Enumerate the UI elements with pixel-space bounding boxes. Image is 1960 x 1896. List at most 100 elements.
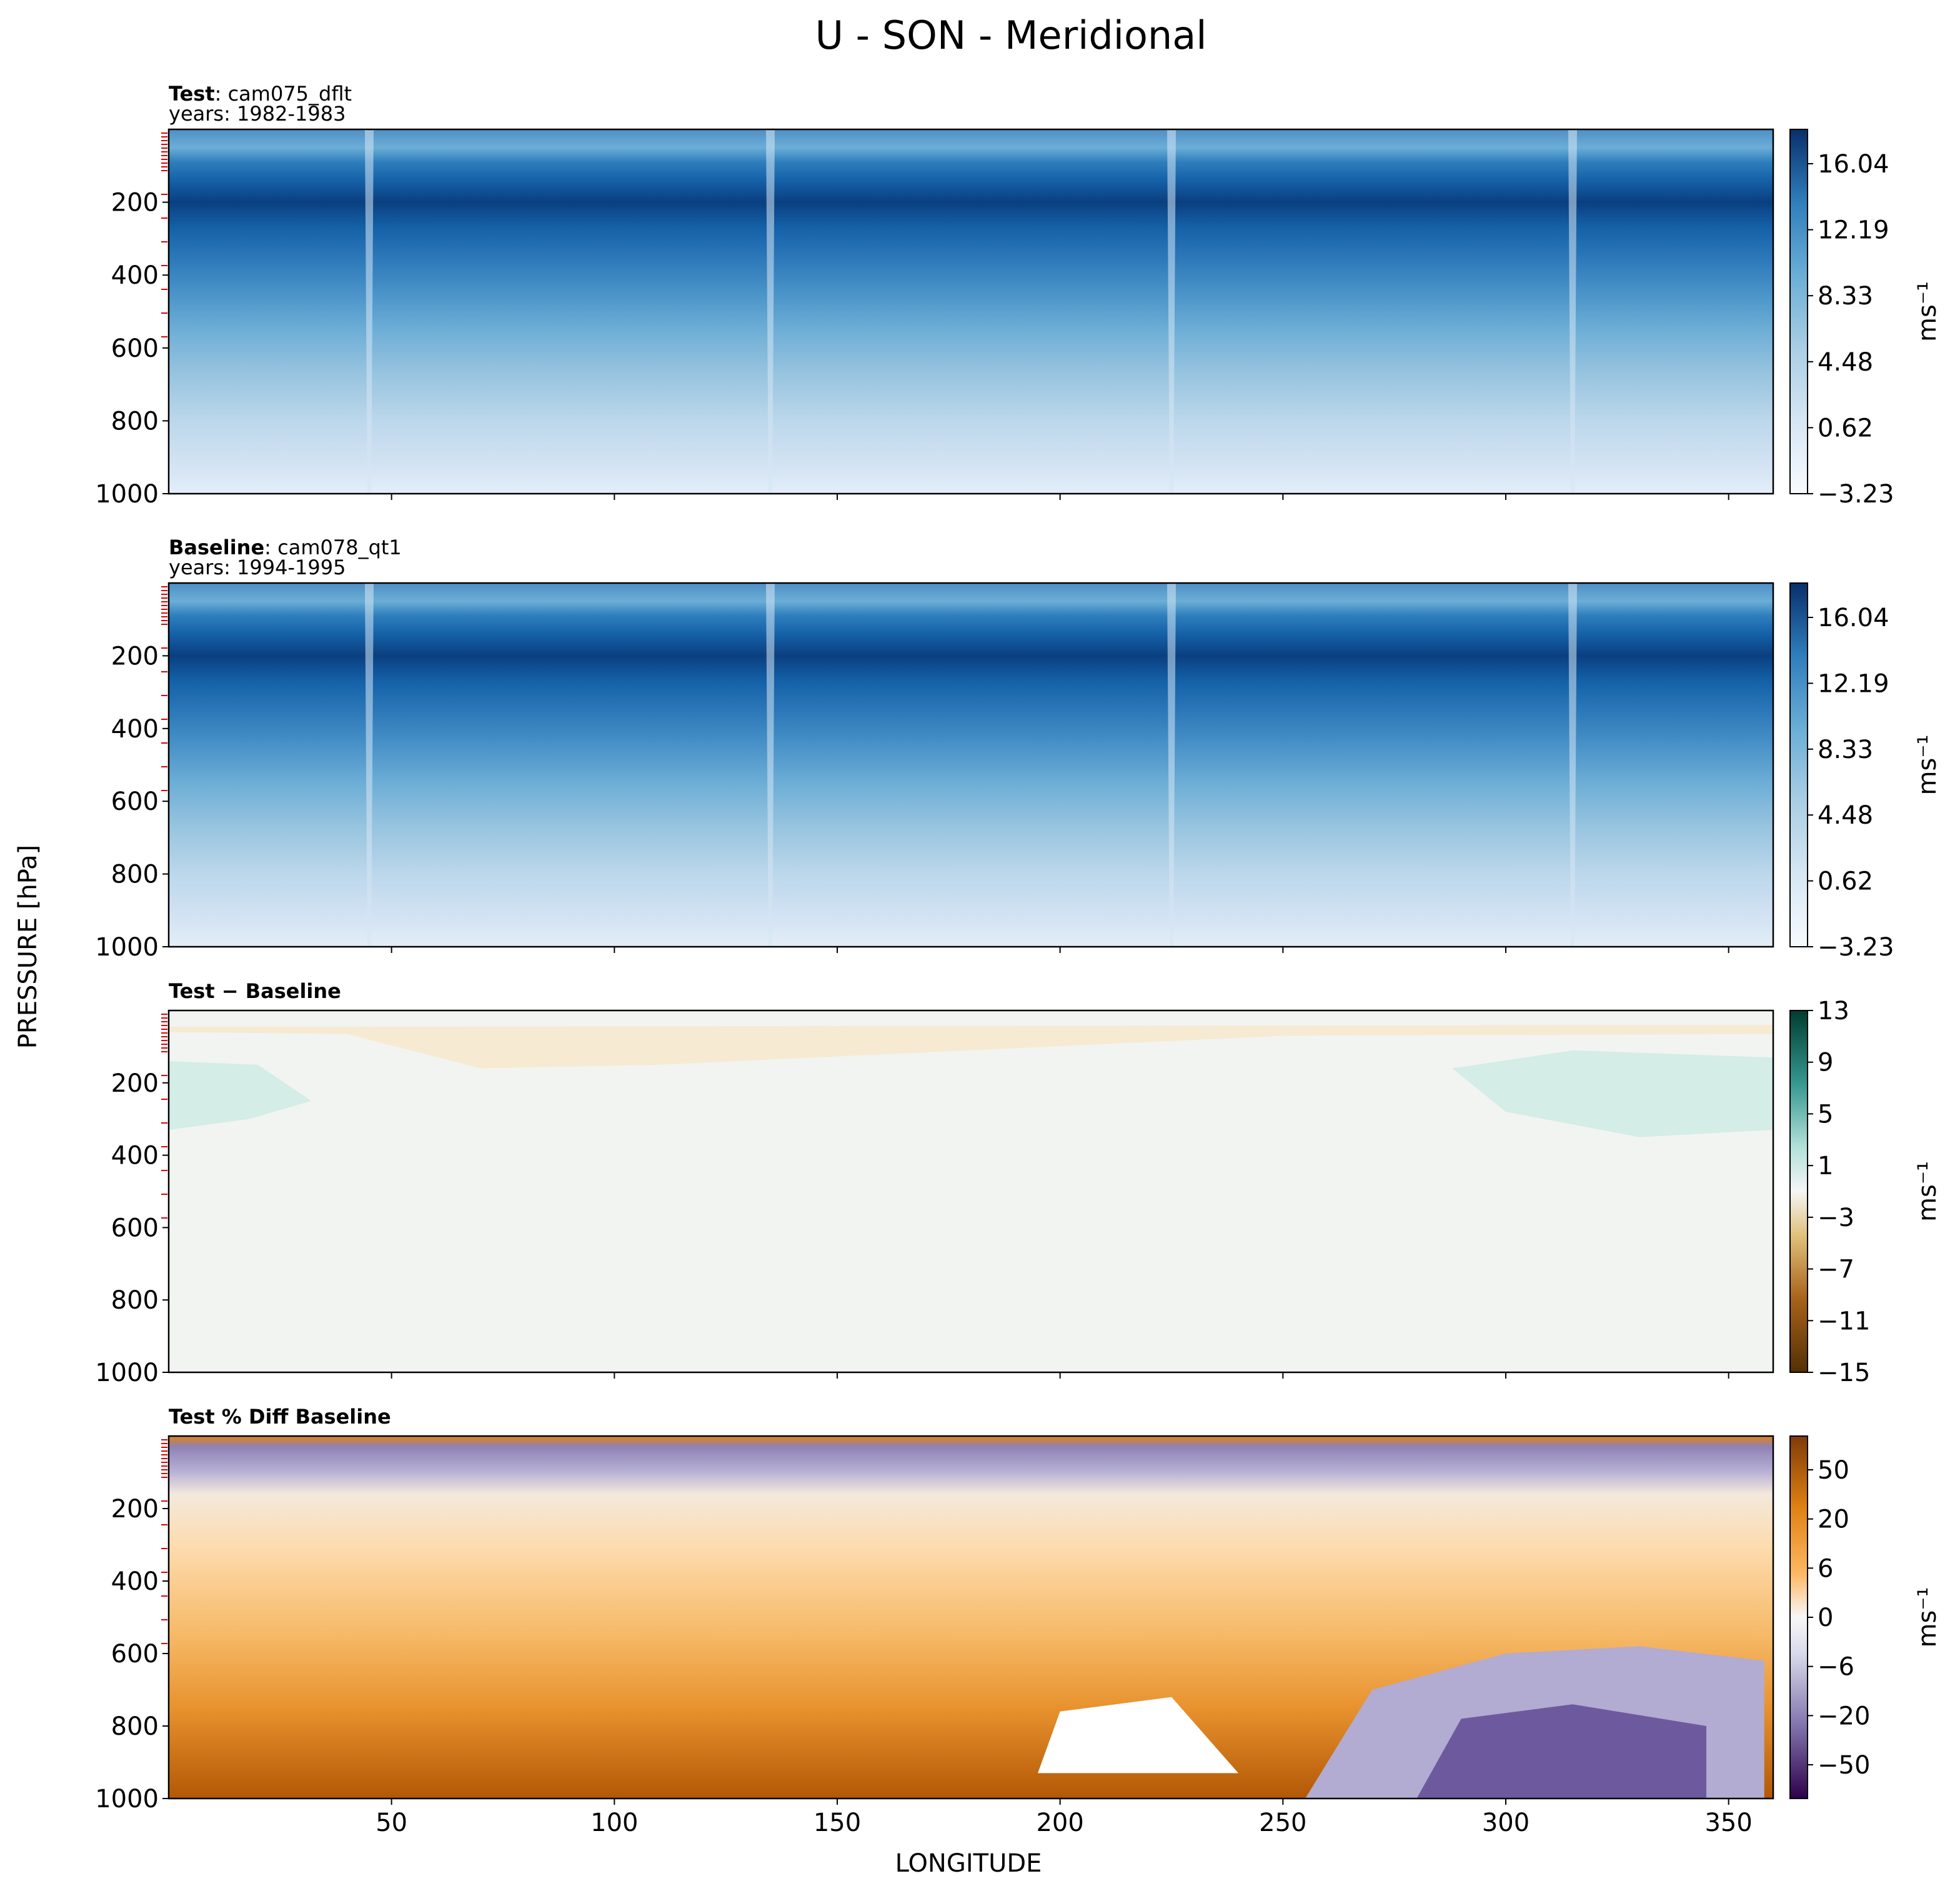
positive-diff-region: [169, 1061, 312, 1130]
panel-title-rest: : cam075_dflt: [215, 82, 352, 106]
x-axis-label: LONGITUDE: [895, 1849, 1042, 1878]
colorbar-tick-label: 1: [1818, 1152, 1833, 1180]
y-tick-label: 200: [111, 1069, 159, 1098]
x-tick-label: 200: [1036, 1809, 1083, 1837]
panel-title: Baseline: cam078_qt1: [169, 536, 402, 559]
strong-negative-pct-region: [1416, 1704, 1706, 1799]
y-tick-label: 400: [111, 1567, 159, 1596]
panel-title-bold: Test % Diff Baseline: [169, 1405, 391, 1429]
colorbar-tick-label: −3.23: [1818, 480, 1894, 509]
y-tick-label: 800: [111, 1712, 159, 1741]
panel-title: Test % Diff Baseline: [169, 1405, 391, 1429]
colorbar-tick-label: 13: [1818, 997, 1849, 1025]
plot-frame: [167, 582, 1774, 948]
y-tick-label: 400: [111, 715, 159, 744]
colorbar-tick-label: 8.33: [1818, 736, 1873, 764]
y-tick-label: 1000: [95, 480, 159, 509]
colorbar-tick-label: 16.04: [1818, 150, 1889, 179]
colorbar-tick-label: 0: [1818, 1604, 1833, 1632]
plot-frame: [167, 1435, 1774, 1800]
longitude-spike: [365, 129, 374, 494]
longitude-spike: [766, 129, 775, 494]
colorbar-tick-label: −15: [1818, 1359, 1870, 1387]
colorbar-tick-label: 0.62: [1818, 414, 1873, 442]
positive-diff-region: [1452, 1050, 1773, 1137]
x-tick-label: 300: [1482, 1809, 1530, 1837]
y-tick-label: 600: [111, 1640, 159, 1669]
panel-title-bold: Baseline: [169, 536, 264, 559]
colorbar: [1789, 1435, 1808, 1799]
x-tick-label: 100: [590, 1809, 638, 1837]
colorbar-tick-label: 4.48: [1818, 801, 1873, 830]
colorbar-tick-label: 6: [1818, 1554, 1833, 1583]
panel-diff: Test − Baseline 200 400 600 800 1000 13 9 5 1 −3 −7…: [95, 979, 1942, 1387]
colorbar-label: ms⁻¹: [1913, 1161, 1942, 1222]
colorbar-tick-label: 5: [1818, 1100, 1833, 1129]
missing-data-region: [1038, 1697, 1238, 1774]
panel-title-rest: : cam078_qt1: [264, 536, 402, 559]
contour-field: [169, 129, 1773, 494]
colorbar-tick-label: −7: [1818, 1255, 1854, 1284]
colorbar-tick-label: 0.62: [1818, 867, 1873, 896]
y-tick-label: 600: [111, 334, 159, 363]
colorbar-tick-label: 8.33: [1818, 282, 1873, 311]
colorbar-tick-label: 50: [1818, 1456, 1849, 1485]
colorbar-tick-label: −20: [1818, 1702, 1870, 1730]
longitude-spike: [1568, 129, 1577, 494]
y-tick-label: 800: [111, 1286, 159, 1315]
longitude-spike: [1167, 129, 1176, 494]
y-tick-label: 600: [111, 787, 159, 816]
longitude-spike: [365, 583, 374, 947]
y-tick-label: 400: [111, 261, 159, 290]
y-tick-label: 200: [111, 1495, 159, 1524]
x-tick-label: 150: [813, 1809, 861, 1837]
longitude-spike: [766, 583, 775, 947]
colorbar-tick-label: −3.23: [1818, 933, 1894, 962]
y-tick-label: 1000: [95, 933, 159, 962]
y-tick-label: 1000: [95, 1785, 159, 1814]
x-tick-label: 250: [1259, 1809, 1306, 1837]
colorbar: [1789, 129, 1808, 494]
colorbar-label: ms⁻¹: [1913, 735, 1942, 796]
colorbar: [1789, 582, 1808, 947]
y-tick-label: 600: [111, 1214, 159, 1242]
colorbar-tick-label: 16.04: [1818, 604, 1889, 632]
colorbar-tick-label: 20: [1818, 1505, 1849, 1534]
panel-title-bold: Test: [169, 82, 215, 106]
y-tick-label: 200: [111, 189, 159, 217]
panel-subtitle: years: 1994-1995: [169, 556, 346, 579]
y-tick-label: 400: [111, 1142, 159, 1170]
colorbar-tick-label: 9: [1818, 1049, 1833, 1077]
panel-title: Test: cam075_dflt: [169, 82, 352, 106]
colorbar-tick-label: −3: [1818, 1204, 1854, 1232]
y-tick-label: 800: [111, 407, 159, 436]
longitude-spike: [1568, 583, 1577, 947]
longitude-spike: [1167, 583, 1176, 947]
colorbar-tick-label: 12.19: [1818, 216, 1889, 245]
negative-diff-region: [169, 1025, 1773, 1069]
plot-frame: [167, 1009, 1774, 1374]
colorbar-tick-label: −50: [1818, 1751, 1870, 1780]
x-tick-label: 350: [1704, 1809, 1752, 1837]
x-tick-label: 50: [376, 1809, 407, 1837]
y-axis-label: PRESSURE [hPa]: [14, 845, 42, 1049]
colorbar-tick-label: 4.48: [1818, 348, 1873, 377]
figure-title: U - SON - Meridional: [815, 12, 1207, 58]
panel-title: Test − Baseline: [169, 979, 341, 1003]
plot-frame: [167, 128, 1774, 495]
colorbar-label: ms⁻¹: [1913, 1587, 1942, 1648]
y-tick-label: 800: [111, 861, 159, 889]
panel-subtitle: years: 1982-1983: [169, 102, 346, 126]
contour-field: [169, 583, 1773, 947]
colorbar-tick-label: −11: [1818, 1307, 1870, 1335]
colorbar-label: ms⁻¹: [1913, 281, 1942, 342]
colorbar-tick-label: −6: [1818, 1653, 1854, 1682]
colorbar-tick-label: 12.19: [1818, 669, 1889, 698]
panel-title-bold: Test − Baseline: [169, 979, 341, 1003]
colorbar: [1789, 1010, 1808, 1373]
